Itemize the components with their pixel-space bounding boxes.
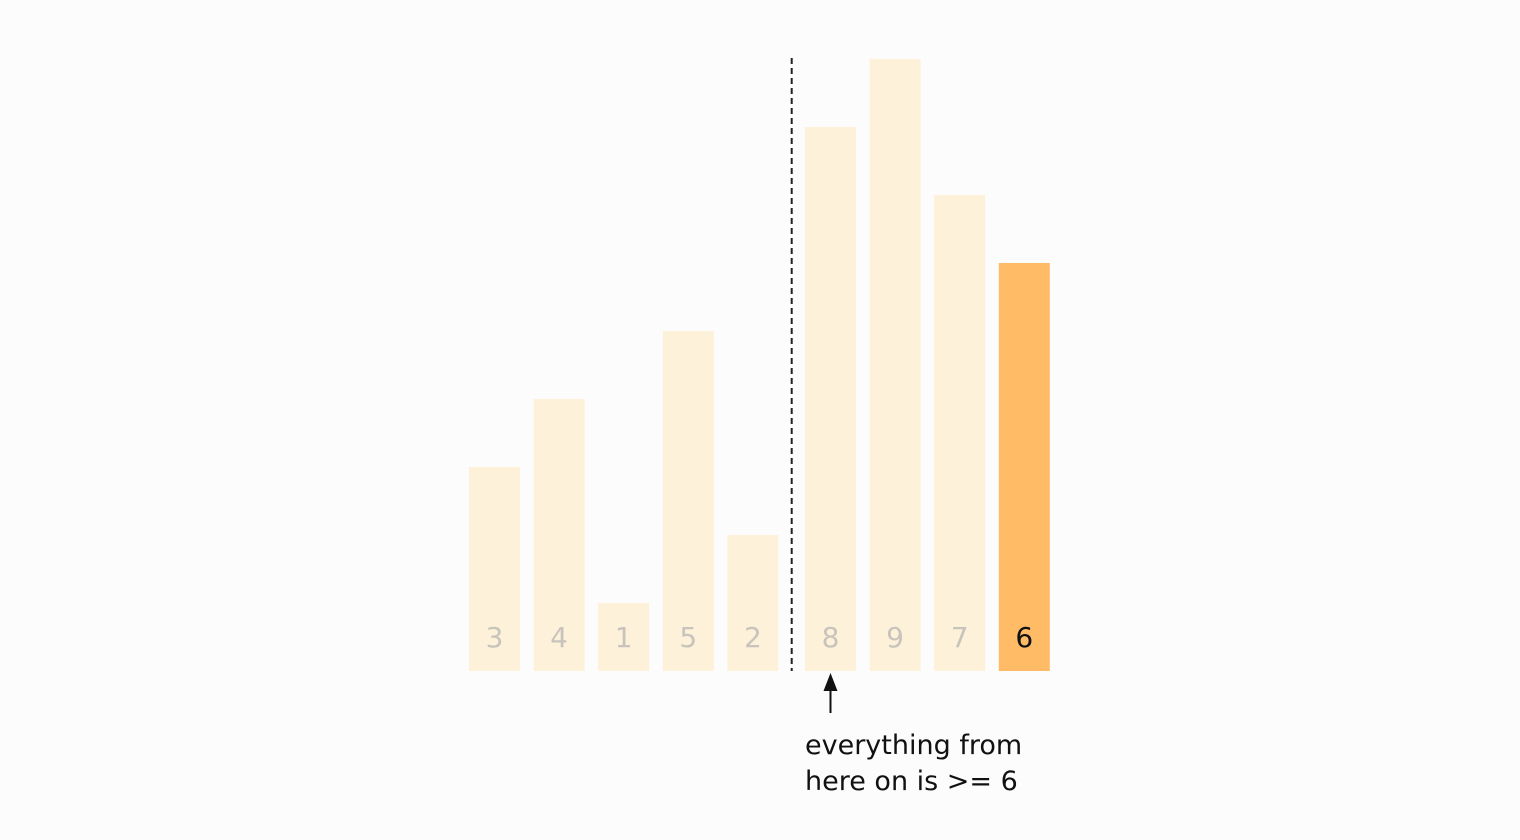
bar: [662, 331, 714, 671]
bar: [934, 195, 986, 671]
arrow-head: [823, 673, 838, 691]
bar-labels-group: 3 4 1 5 2 8 9 7 6: [486, 621, 1034, 654]
bar-value-label: 9: [886, 621, 904, 654]
bar-highlighted: [998, 263, 1050, 671]
annotation-line-2: here on is >= 6: [805, 766, 1018, 797]
annotation-line-1: everything from: [805, 730, 1022, 761]
bar-value-label: 5: [679, 621, 697, 654]
bar: [869, 59, 921, 671]
bar-value-label: 7: [951, 621, 969, 654]
bar: [598, 603, 650, 671]
bar-value-label: 2: [744, 621, 762, 654]
bar-value-label: 6: [1015, 621, 1033, 654]
bar: [805, 127, 856, 671]
bar-value-label: 1: [615, 621, 633, 654]
bar-value-label: 4: [550, 621, 568, 654]
bar-value-label: 3: [486, 621, 504, 654]
bars-group: [469, 59, 1050, 671]
bar: [469, 467, 520, 671]
bar-value-label: 8: [822, 621, 840, 654]
bar: [533, 399, 585, 671]
bar: [727, 535, 779, 671]
arrow-icon: [823, 673, 838, 713]
